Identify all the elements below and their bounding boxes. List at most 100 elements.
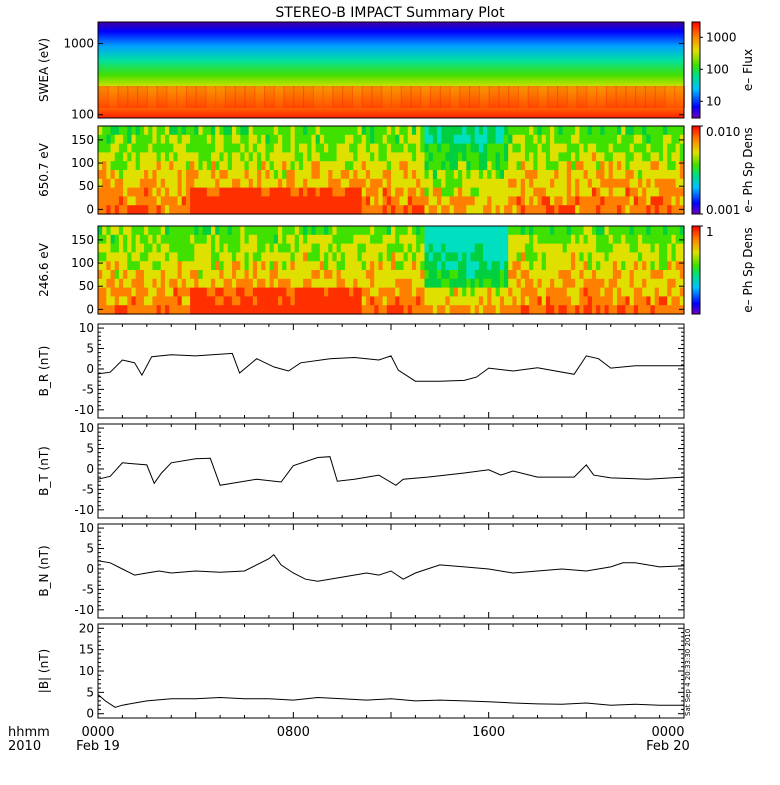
pad-cell <box>416 287 421 297</box>
pad-cell <box>219 226 225 236</box>
pad-cell <box>537 152 543 162</box>
pad-cell <box>349 143 354 153</box>
pad-cell <box>194 161 200 171</box>
pad-cell <box>457 152 463 162</box>
pad-cell <box>349 243 354 253</box>
pad-cell <box>449 252 455 262</box>
pad-cell <box>374 287 380 297</box>
pad-cell <box>575 152 580 162</box>
pad-cell <box>374 305 380 315</box>
pad-cell <box>617 305 622 315</box>
pad-cell <box>177 187 183 197</box>
pad-cell <box>248 187 254 197</box>
pad-cell <box>123 178 128 189</box>
pad-cell <box>311 152 317 162</box>
pad-cell <box>466 196 472 206</box>
swea-texture <box>420 86 432 108</box>
pad-cell <box>462 305 467 315</box>
pad-cell <box>378 161 384 171</box>
pad-cell <box>675 226 681 236</box>
pad-cell <box>633 234 639 245</box>
pad-cell <box>512 234 518 245</box>
pad-cell <box>370 234 375 245</box>
series-line <box>97 456 685 486</box>
pad-cell <box>612 134 618 145</box>
pad-cell <box>386 143 392 153</box>
pad-cell <box>541 296 547 306</box>
pad-cell <box>273 234 279 245</box>
pad-cell <box>474 243 480 253</box>
pad-cell <box>361 278 367 289</box>
pad-cell <box>148 161 154 171</box>
pad-cell <box>508 261 513 271</box>
pad-cell <box>144 226 149 236</box>
pad-cell <box>604 296 610 306</box>
pad-cell <box>365 261 371 271</box>
pad-cell <box>466 305 472 315</box>
pad-cell <box>483 305 488 315</box>
pad-cell <box>227 187 233 197</box>
pad-cell <box>516 234 522 245</box>
pad-cell <box>202 152 208 162</box>
pad-cell <box>290 278 296 289</box>
pad-cell <box>374 126 380 136</box>
pad-cell <box>365 178 371 189</box>
pad-cell <box>591 134 597 145</box>
pad-cell <box>604 170 610 180</box>
pad-cell <box>508 296 513 306</box>
pad-cell <box>324 252 329 262</box>
pad-cell <box>185 126 191 136</box>
pad-cell <box>127 226 133 236</box>
pad-cell <box>261 252 267 262</box>
pad-cell <box>504 234 509 245</box>
pad-cell <box>566 234 572 245</box>
pad-cell <box>650 243 656 253</box>
pad-cell <box>386 278 392 289</box>
pad-cell <box>403 187 409 197</box>
pad-cell <box>144 287 149 297</box>
pad-cell <box>478 287 484 297</box>
pad-cell <box>604 234 610 245</box>
pad-cell <box>562 161 568 171</box>
pad-cell <box>164 152 170 162</box>
pad-cell <box>558 187 564 197</box>
pad-cell <box>491 287 497 297</box>
pad-cell <box>554 234 560 245</box>
pad-cell <box>365 226 371 236</box>
pad-cell <box>391 126 396 136</box>
pad-cell <box>219 296 225 306</box>
pad-cell <box>617 170 622 180</box>
pad-cell <box>504 143 509 153</box>
pad-cell <box>324 134 329 145</box>
pad-cell <box>131 252 137 262</box>
pad-cell <box>349 134 354 145</box>
pad-cell <box>211 126 216 136</box>
swea-texture <box>127 86 139 108</box>
pad-cell <box>487 296 493 306</box>
pad-cell <box>231 270 237 280</box>
pad-cell <box>110 296 116 306</box>
pad-cell <box>504 170 509 180</box>
pad-cell <box>311 296 317 306</box>
swea-texture <box>391 86 402 108</box>
pad-cell <box>612 252 618 262</box>
pad-cell <box>491 270 497 280</box>
pad-cell <box>135 161 141 171</box>
pad-cell <box>637 296 643 306</box>
pad-cell <box>286 226 292 236</box>
pad-cell <box>529 161 534 171</box>
pad-cell <box>491 226 497 236</box>
pad-cell <box>361 261 367 271</box>
pad-cell <box>311 252 317 262</box>
pad-cell <box>529 196 534 206</box>
pad-cell <box>248 287 254 297</box>
pad-cell <box>282 134 287 145</box>
pad-cell <box>106 226 112 236</box>
pad-cell <box>336 287 342 297</box>
pad-cell <box>324 278 329 289</box>
pad-cell <box>340 305 346 315</box>
pad-cell <box>679 170 685 180</box>
swea-texture <box>459 86 471 108</box>
pad-cell <box>386 187 392 197</box>
pad-cell <box>102 305 107 315</box>
